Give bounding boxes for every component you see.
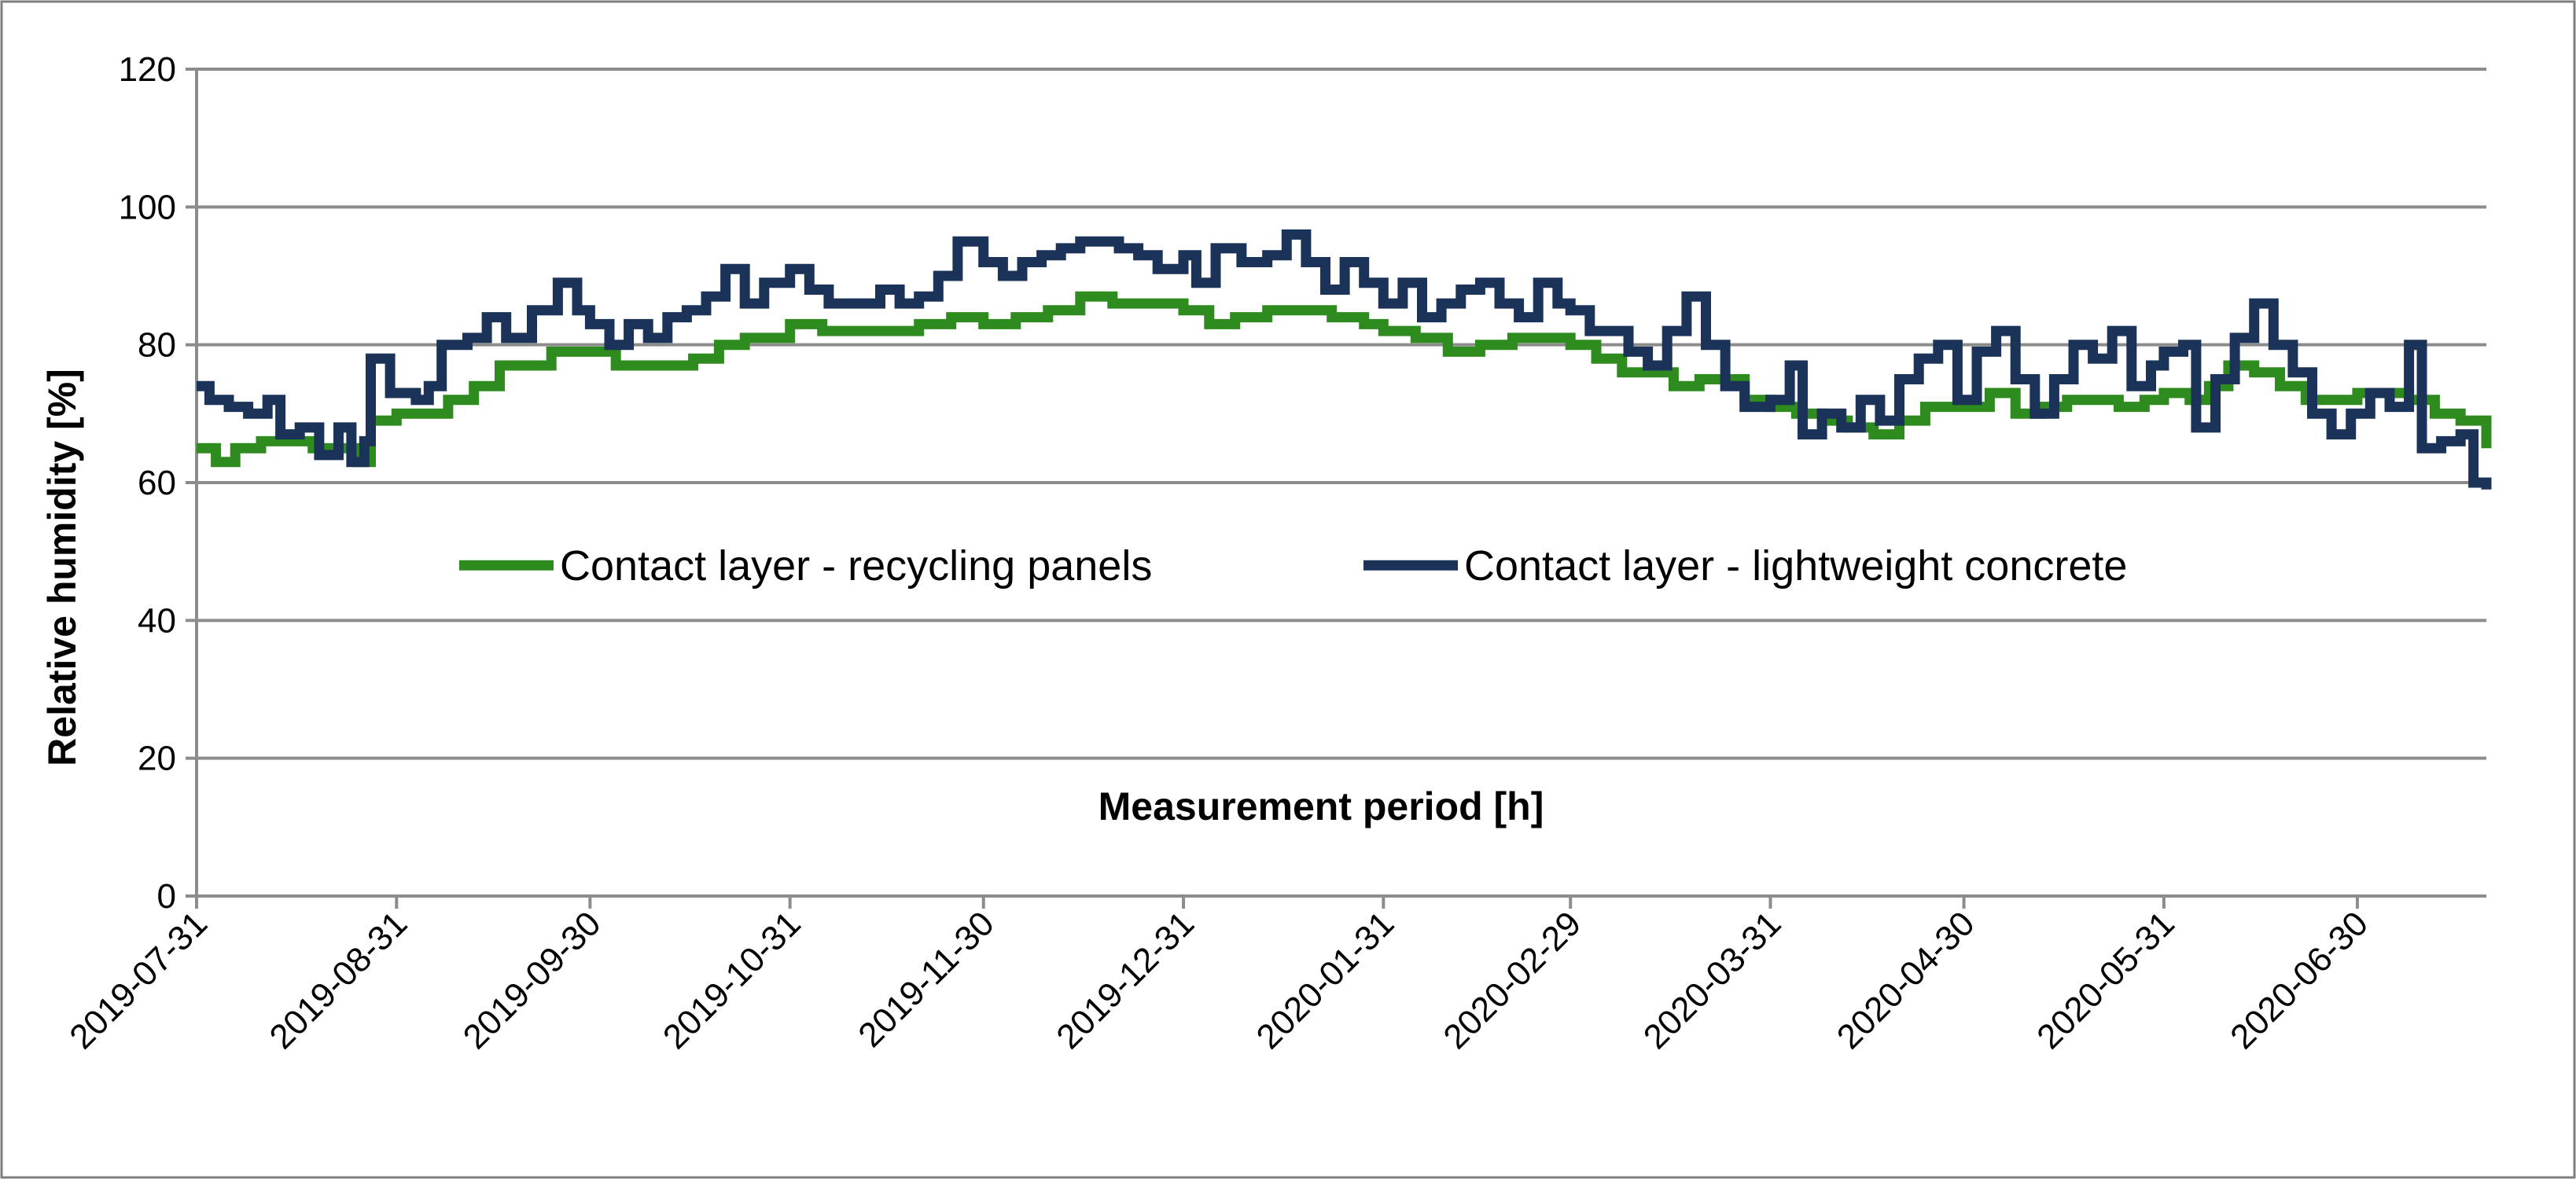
x-tick-label-0: 2019-07-31 [62, 904, 215, 1056]
legend: Contact layer - recycling panels Contact … [459, 542, 2127, 590]
x-tick-label-10: 2020-05-31 [2030, 904, 2182, 1056]
x-tick-label-2: 2019-09-30 [456, 904, 609, 1056]
x-tick-label-7: 2020-02-29 [1436, 904, 1588, 1056]
x-tick-label-4: 2019-11-30 [851, 904, 1001, 1054]
y-tick-label-40: 40 [138, 601, 176, 640]
y-tick-label-60: 60 [138, 464, 176, 502]
x-tick-label-8: 2020-03-31 [1636, 904, 1789, 1056]
x-tick-label-5: 2019-12-31 [1049, 904, 1202, 1056]
legend-label-0: Contact layer - recycling panels [560, 542, 1152, 590]
x-tick-label-6: 2020-01-31 [1249, 904, 1402, 1056]
y-tick-label-120: 120 [119, 50, 176, 89]
series-line-1 [197, 229, 2492, 490]
y-tick-label-80: 80 [138, 326, 176, 365]
series-line-0 [197, 291, 2492, 468]
gridlines [197, 68, 2486, 760]
x-tick-label-3: 2019-10-31 [656, 904, 808, 1056]
x-tick-label-1: 2019-08-31 [263, 904, 415, 1056]
x-tick-label-11: 2020-06-30 [2223, 904, 2375, 1056]
y-tick-label-100: 100 [119, 188, 176, 226]
legend-label-1: Contact layer - lightweight concrete [1464, 542, 2127, 590]
x-tick-label-9: 2020-04-30 [1830, 904, 1982, 1056]
x-axis-title: Measurement period [h] [1098, 784, 1544, 828]
y-tick-label-20: 20 [138, 740, 176, 778]
y-axis-title: Relative humidity [%] [40, 369, 84, 766]
series-lines [197, 229, 2492, 490]
y-tick-label-0: 0 [157, 877, 176, 916]
